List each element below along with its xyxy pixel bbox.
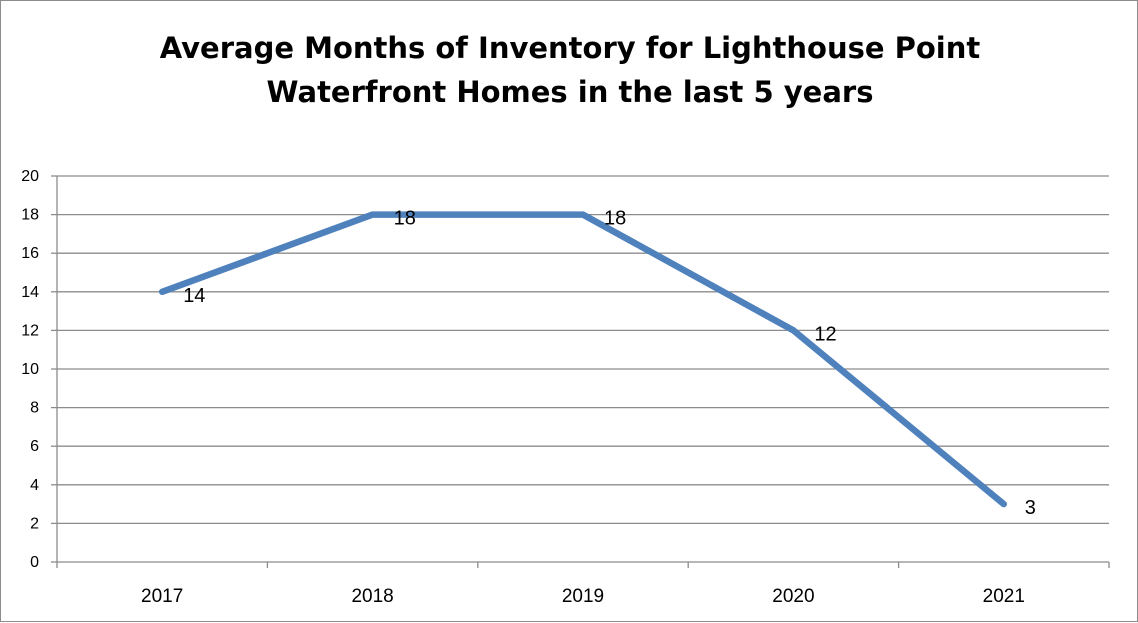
x-tick-label-2017: 2017: [141, 586, 183, 607]
y-tick-label-8: 8: [30, 400, 39, 417]
x-tick-label-2019: 2019: [562, 586, 604, 607]
data-labels: 14 18 18 12 3: [183, 208, 1036, 519]
y-tick-label-6: 6: [30, 438, 39, 455]
data-label-2021: 3: [1025, 497, 1036, 519]
y-tick-label-2: 2: [30, 515, 39, 532]
y-tick-label-4: 4: [30, 477, 39, 494]
y-tick-label-16: 16: [21, 245, 39, 262]
x-tick-label-2018: 2018: [351, 586, 393, 607]
data-label-2017: 14: [183, 285, 205, 307]
data-label-2019: 18: [604, 208, 626, 230]
x-tick-label-2020: 2020: [772, 586, 814, 607]
axes: [51, 176, 1109, 568]
x-axis-tick-labels: 2017 2018 2019 2020 2021: [141, 586, 1025, 607]
series-line: [162, 215, 1004, 505]
data-label-2018: 18: [394, 208, 416, 230]
chart-title: Average Months of Inventory for Lighthou…: [160, 31, 981, 109]
y-axis-tick-labels: 0 2 4 6 8 10 12 14 16 18 20: [21, 168, 39, 571]
x-tick-label-2021: 2021: [983, 586, 1025, 607]
y-tick-label-18: 18: [21, 207, 39, 224]
y-tick-label-12: 12: [21, 322, 39, 339]
y-tick-label-20: 20: [21, 168, 39, 185]
gridlines: [57, 176, 1109, 523]
chart-title-line-2: Waterfront Homes in the last 5 years: [267, 75, 874, 109]
y-tick-label-14: 14: [21, 284, 39, 301]
data-label-2020: 12: [814, 323, 836, 345]
y-tick-label-0: 0: [30, 554, 39, 571]
series-inventory: [162, 215, 1004, 505]
y-tick-label-10: 10: [21, 361, 39, 378]
chart-title-line-1: Average Months of Inventory for Lighthou…: [160, 31, 981, 65]
